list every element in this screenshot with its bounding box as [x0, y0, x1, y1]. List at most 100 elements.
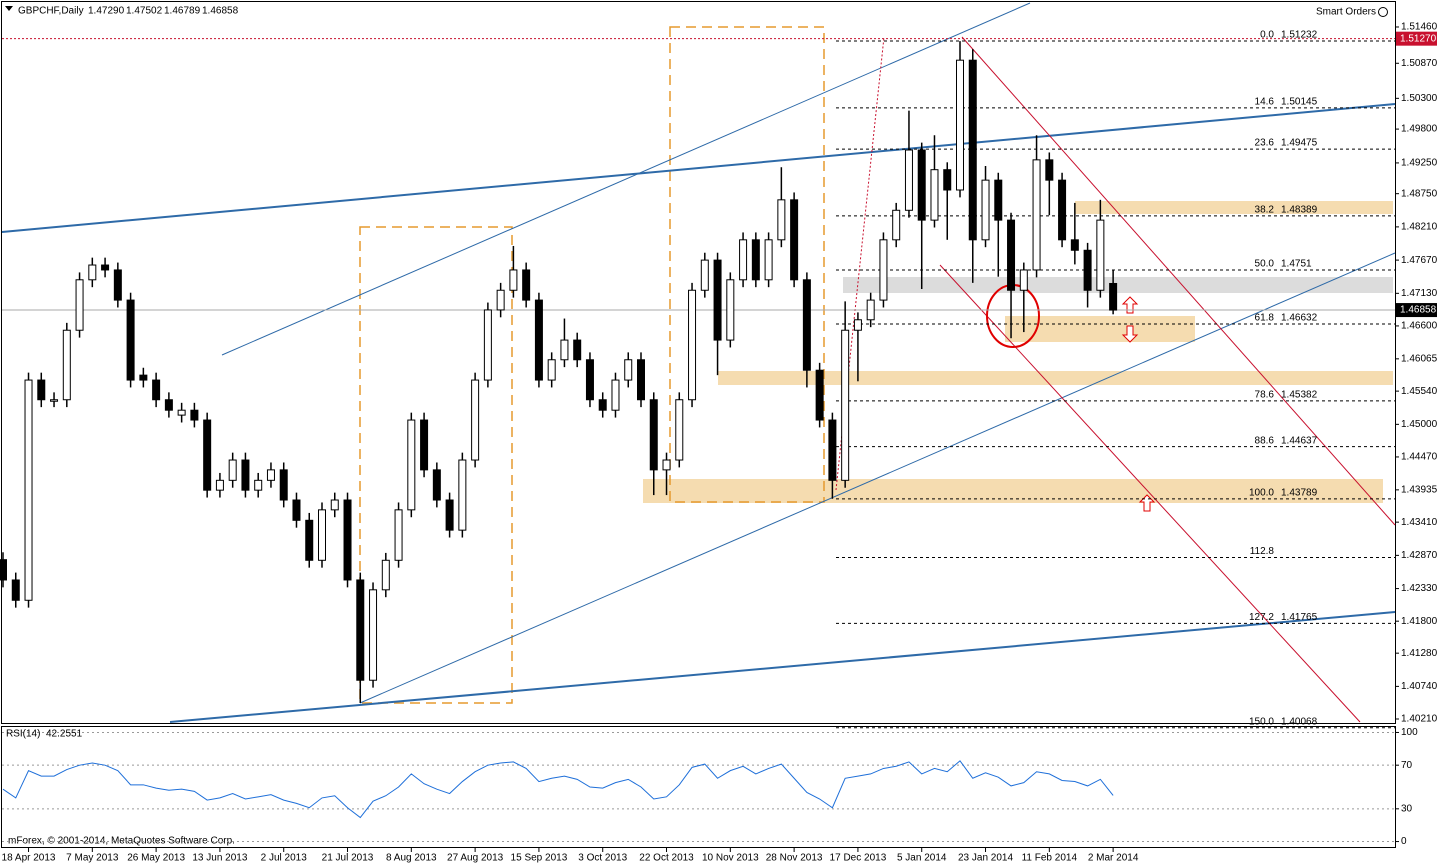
- fib-level: 23.6: [1255, 138, 1275, 149]
- candle-body: [0, 559, 7, 581]
- candle-body: [777, 199, 786, 241]
- candle-body: [177, 409, 186, 416]
- rsi-tick-label: 70: [1401, 760, 1413, 771]
- candle-body: [509, 269, 518, 291]
- down-arrow: [1121, 325, 1139, 343]
- candle-body: [841, 329, 850, 481]
- candle-body: [802, 279, 811, 371]
- menu-icon[interactable]: [5, 6, 13, 11]
- candle-body: [624, 359, 633, 381]
- fib-price: 1.45382: [1281, 389, 1318, 400]
- candle-body: [432, 469, 441, 501]
- trend-line: [359, 252, 1396, 704]
- y-tick-label: 1.43935: [1401, 484, 1437, 495]
- candle-body: [688, 289, 697, 401]
- y-tick-label: 1.46600: [1401, 321, 1437, 332]
- fib-level: 38.2: [1255, 205, 1275, 216]
- fib-price: 1.46632: [1281, 313, 1318, 324]
- fib-price: 1.4751: [1281, 259, 1312, 270]
- chart-title: GBPCHF,Daily: [18, 6, 84, 17]
- candle-body: [866, 299, 875, 321]
- candle-body: [815, 369, 824, 421]
- y-tick-label: 1.48750: [1401, 188, 1437, 199]
- candle-body: [713, 259, 722, 341]
- fib-price: 1.43789: [1281, 487, 1318, 498]
- channel-line: [1, 103, 1396, 233]
- fib-level: 14.6: [1255, 97, 1275, 108]
- candle-body: [892, 209, 901, 241]
- candle-body: [254, 479, 263, 491]
- fib-level: 0.0: [1260, 30, 1274, 41]
- candle-body: [828, 419, 837, 481]
- candle-body: [75, 279, 84, 331]
- candle-body: [637, 359, 645, 401]
- candle-body: [126, 299, 135, 381]
- candle-body: [930, 169, 939, 221]
- down-trend-line: [939, 264, 1361, 723]
- y-tick-label: 1.49250: [1401, 158, 1437, 169]
- candle-body: [62, 329, 71, 401]
- candle-body: [369, 589, 378, 681]
- candle-body: [1096, 219, 1105, 291]
- plot: 1.47290 1.47502 1.46789 1.468581.514601.508…: [0, 6, 1437, 864]
- smart-orders-icon[interactable]: [1378, 7, 1388, 17]
- candle-body: [1032, 159, 1041, 271]
- x-tick-label: 5 Jan 2014: [897, 853, 947, 864]
- candle-body: [649, 399, 658, 471]
- y-tick-label: 1.40210: [1401, 714, 1437, 725]
- fib-level: 50.0: [1255, 259, 1275, 270]
- x-tick-label: 26 May 2013: [127, 853, 185, 864]
- y-tick-label: 1.42330: [1401, 583, 1437, 594]
- candle-body: [739, 239, 748, 281]
- main-panel: [1, 1, 1396, 724]
- candle-body: [1019, 269, 1028, 291]
- candle-body: [24, 379, 33, 601]
- y-tick-label: 1.49800: [1401, 124, 1437, 135]
- x-tick-label: 8 Aug 2013: [386, 853, 437, 864]
- fib-price: 1.41765: [1281, 612, 1318, 623]
- candle-body: [611, 379, 620, 411]
- level-marker-label: 1.51270: [1400, 33, 1437, 44]
- smart-orders[interactable]: Smart Orders: [1316, 7, 1376, 18]
- candle-body: [879, 239, 888, 301]
- candle-body: [88, 264, 97, 281]
- channel-line: [169, 611, 1396, 723]
- candle-body: [522, 269, 531, 301]
- fib-price: 1.40068: [1281, 716, 1318, 727]
- trend-line: [221, 2, 1031, 356]
- indicator-name: RSI(14): [6, 729, 40, 740]
- candle-body: [152, 379, 161, 401]
- candle-body: [164, 399, 173, 411]
- candle-body: [228, 459, 237, 481]
- y-tick-label: 1.45540: [1401, 386, 1437, 397]
- x-tick-label: 27 Aug 2013: [447, 853, 504, 864]
- candle-body: [560, 339, 569, 361]
- fib-level: 88.6: [1255, 435, 1275, 446]
- candle-body: [1070, 239, 1079, 251]
- level-marker-box: [1396, 31, 1437, 46]
- fib-price: 1.49475: [1281, 138, 1318, 149]
- candle-body: [853, 319, 862, 331]
- rsi-panel: [1, 726, 1396, 848]
- candle-body: [330, 499, 339, 511]
- support-zone: [1005, 316, 1195, 342]
- candle-body: [675, 399, 684, 461]
- candle-body: [1058, 179, 1067, 241]
- candle-body: [483, 309, 492, 381]
- candle-body: [1045, 159, 1054, 181]
- candle-body: [394, 509, 403, 561]
- y-tick-label: 1.41800: [1401, 616, 1437, 627]
- y-tick-label: 1.47130: [1401, 288, 1437, 299]
- candle-body: [700, 259, 709, 291]
- time-box: [359, 226, 513, 704]
- y-tick-label: 1.46065: [1401, 353, 1437, 364]
- candle-body: [471, 379, 480, 461]
- rsi-tick-label: 30: [1401, 803, 1413, 814]
- down-trend-line: [961, 36, 1396, 526]
- fib-price: 1.48389: [1281, 205, 1318, 216]
- x-tick-label: 13 Jun 2013: [192, 853, 247, 864]
- fib-price: 1.44637: [1281, 435, 1318, 446]
- ohlc-value: 1.47290: [88, 6, 125, 17]
- ohlc-value: 1.46858: [202, 6, 239, 17]
